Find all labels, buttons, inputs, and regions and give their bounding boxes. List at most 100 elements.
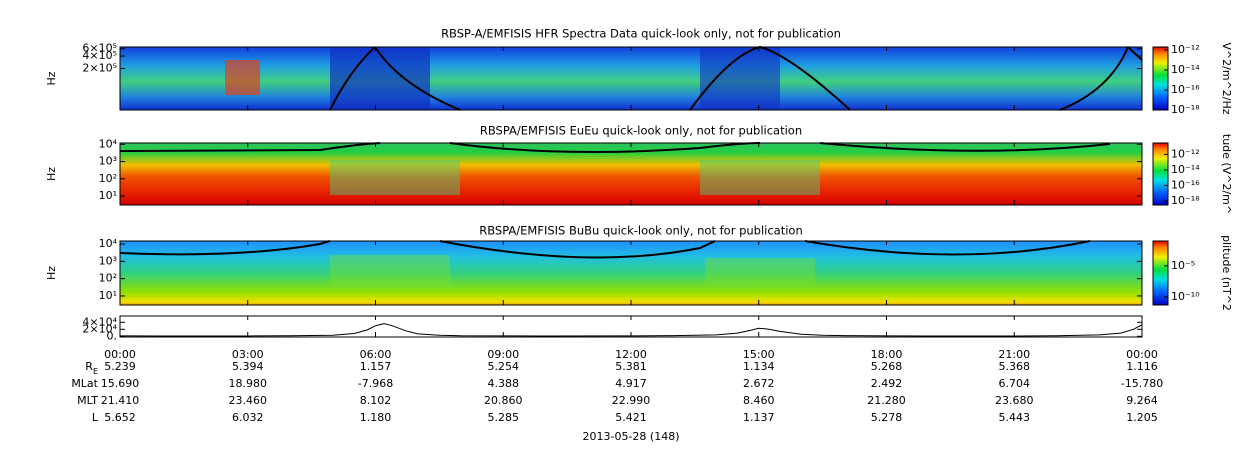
- ephemeris-value: 21.280: [867, 394, 906, 407]
- spectrogram-patch: [330, 255, 450, 285]
- x-tick-label: 18:00: [871, 348, 903, 361]
- y-axis-label: Hz: [45, 266, 58, 280]
- colorbar-tick-label: 10⁻¹⁰: [1171, 290, 1200, 303]
- y-axis-label: Hz: [45, 71, 58, 85]
- x-tick-label: 00:00: [1126, 348, 1158, 361]
- x-tick-label: 09:00: [487, 348, 519, 361]
- curve: [119, 240, 1091, 259]
- x-tick-label: 21:00: [998, 348, 1030, 361]
- ephemeris-row-label: MLat: [71, 377, 98, 390]
- ephemeris-value: 6.032: [232, 411, 264, 424]
- y-tick-label: 10⁴: [99, 237, 118, 250]
- x-tick-label: 00:00: [104, 348, 136, 361]
- colorbar: [1152, 46, 1169, 111]
- x-tick-label: 03:00: [232, 348, 264, 361]
- ephemeris-value: 5.239: [104, 360, 136, 373]
- colorbar-tick-label: 10⁻¹⁴: [1171, 63, 1200, 76]
- ephemeris-value: 5.268: [871, 360, 903, 373]
- ephemeris-value: 6.704: [999, 377, 1031, 390]
- ephemeris-label-text: MLT: [77, 394, 98, 407]
- y-tick-label: 10¹: [99, 189, 117, 202]
- x-tick-label: 12:00: [615, 348, 647, 361]
- ephemeris-label-text: MLat: [71, 377, 98, 390]
- y-tick-label: 10³: [99, 155, 117, 168]
- ephemeris-value: -7.968: [358, 377, 393, 390]
- y-tick-label: 4×10⁵: [82, 49, 117, 62]
- y-tick-label: 2×10⁴: [82, 322, 117, 335]
- ephemeris-value: 8.460: [743, 394, 775, 407]
- ephemeris-value: 9.264: [1126, 394, 1158, 407]
- ephemeris-value: 2.492: [871, 377, 903, 390]
- ephemeris-row-label: MLT: [77, 394, 98, 407]
- y-tick-label: 2×10⁵: [82, 62, 117, 75]
- ephemeris-value: 5.394: [232, 360, 264, 373]
- ephemeris-value: 5.443: [999, 411, 1031, 424]
- y-tick-label: 10²: [99, 272, 117, 285]
- spectrogram-patch: [700, 160, 820, 195]
- ephemeris-value: 23.680: [995, 394, 1034, 407]
- spectrogram-image: [120, 47, 1142, 110]
- spectrogram-images: [119, 45, 1143, 305]
- ephemeris-value: 1.180: [360, 411, 392, 424]
- colorbar-tick-label: 10⁻¹²: [1171, 147, 1200, 160]
- x-tick-label: 06:00: [360, 348, 392, 361]
- y-axis-label: Hz: [45, 167, 58, 181]
- ephemeris-value: 1.116: [1126, 360, 1158, 373]
- y-tick-label: 10²: [99, 172, 117, 185]
- colorbar-tick-label: 10⁻¹⁴: [1171, 163, 1200, 176]
- spectrogram-patch: [705, 258, 815, 286]
- ephemeris-value: 5.421: [615, 411, 647, 424]
- ephemeris-value: 20.860: [484, 394, 523, 407]
- y-tick-label: 4×10⁴: [82, 315, 117, 328]
- colorbar-label: plitude (nT^2: [1220, 235, 1233, 311]
- y-tick-label: 10⁴: [99, 137, 118, 150]
- ephemeris-value: 5.278: [871, 411, 903, 424]
- ephemeris-value: -15.780: [1121, 377, 1163, 390]
- ephemeris-value: 18.980: [229, 377, 268, 390]
- colorbar-tick-label: 10⁻¹⁸: [1171, 103, 1200, 116]
- x-tick-label: 15:00: [743, 348, 775, 361]
- ephemeris-value: 22.990: [612, 394, 651, 407]
- colorbar-tick-label: 10⁻¹⁶: [1171, 83, 1200, 96]
- ephemeris-value: 23.460: [229, 394, 268, 407]
- y-tick-label: 10¹: [99, 289, 117, 302]
- spectrogram-image: [120, 241, 1142, 305]
- y-tick-label: 6×10⁵: [82, 42, 117, 55]
- panel-title: RBSP-A/EMFISIS HFR Spectra Data quick-lo…: [441, 27, 841, 41]
- ephemeris-value: 5.254: [488, 360, 520, 373]
- ephemeris-value: 1.134: [743, 360, 775, 373]
- ephemeris-value: 5.652: [104, 411, 136, 424]
- spectrogram-patch: [330, 160, 460, 195]
- colorbar-label: tude (V^2/m^: [1220, 134, 1233, 214]
- ephemeris-value: 1.137: [743, 411, 775, 424]
- ephemeris-value: 5.285: [488, 411, 520, 424]
- ephemeris-value: 4.917: [615, 377, 647, 390]
- ephemeris-label-sub: E: [93, 367, 98, 376]
- colorbar-tick-label: 10⁻¹²: [1171, 43, 1200, 56]
- ephemeris-value: 1.157: [360, 360, 392, 373]
- colorbar-tick-label: 10⁻¹⁸: [1171, 194, 1200, 207]
- panel-title: RBSPA/EMFISIS EuEu quick-look only, not …: [480, 124, 802, 138]
- ephemeris-label-text: R: [85, 360, 93, 373]
- spectrogram-image: [120, 143, 1142, 205]
- ephemeris-value: 8.102: [360, 394, 392, 407]
- colorbar: [1152, 142, 1169, 206]
- ephemeris-row-label: RE: [85, 360, 98, 376]
- ephemeris-label-text: L: [92, 411, 99, 424]
- spectrogram-patch: [225, 60, 260, 95]
- ephemeris-value: 5.368: [999, 360, 1031, 373]
- line-series: [119, 323, 1143, 337]
- y-tick-label: 10³: [99, 254, 117, 267]
- colorbar: [1152, 240, 1169, 306]
- colorbar-tick-label: 10⁻⁵: [1171, 259, 1195, 272]
- ephemeris-value: 1.205: [1126, 411, 1158, 424]
- ephemeris-value: 5.381: [615, 360, 647, 373]
- y-tick-label: 0.: [107, 329, 118, 342]
- colorbar-label: V^2/m^2/Hz: [1220, 42, 1233, 114]
- colorbar-tick-label: 10⁻¹⁶: [1171, 178, 1200, 191]
- date-label: 2013-05-28 (148): [582, 430, 679, 443]
- ephemeris-value: 4.388: [488, 377, 520, 390]
- panel-title: RBSPA/EMFISIS BuBu quick-look only, not …: [479, 224, 803, 238]
- ephemeris-value: 21.410: [101, 394, 140, 407]
